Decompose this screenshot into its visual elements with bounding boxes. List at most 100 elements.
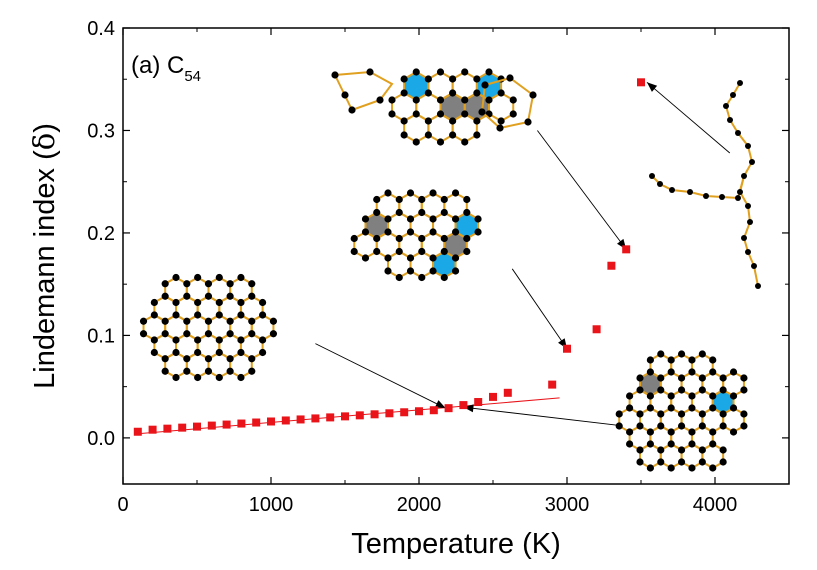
carbon-atom [361, 215, 370, 223]
molecule-defect-right [615, 350, 748, 472]
carbon-atom [418, 208, 426, 217]
carbon-atom [161, 355, 169, 363]
carbon-atom [172, 311, 180, 319]
carbon-atom [406, 189, 415, 197]
carbon-atom [361, 228, 370, 236]
carbon-atom [226, 280, 234, 288]
carbon-atom [626, 404, 634, 412]
carbon-atom [384, 228, 392, 236]
data-point [548, 380, 557, 389]
carbon-atom [418, 195, 426, 204]
carbon-atom [406, 215, 415, 223]
carbon-atom [215, 348, 223, 357]
panel-label: (a) C54 [131, 52, 201, 85]
carbon-atom [615, 410, 623, 418]
carbon-atom [259, 311, 267, 319]
carbon-atom [366, 68, 374, 76]
carbon-atom [451, 228, 460, 236]
molecule-snapshots [139, 68, 761, 472]
carbon-atom [709, 356, 717, 364]
carbon-atom [237, 348, 245, 357]
carbon-atom [226, 317, 234, 325]
carbon-atom [424, 89, 432, 97]
data-point [622, 245, 631, 254]
carbon-atom [473, 75, 481, 83]
carbon-atom [412, 96, 420, 104]
carbon-atom [474, 215, 482, 223]
carbon-atom [161, 280, 169, 288]
carbon-atom [461, 110, 469, 118]
carbon-atom [749, 159, 755, 165]
carbon-atom [259, 336, 267, 344]
carbon-atom [709, 404, 717, 412]
carbon-atom [657, 410, 665, 418]
carbon-atom [646, 428, 654, 436]
annotation-arrowhead [463, 404, 474, 413]
data-point [193, 422, 201, 431]
carbon-atom [677, 350, 686, 358]
carbon-atom [698, 422, 706, 430]
data-point [222, 420, 231, 429]
data-point [178, 423, 187, 432]
carbon-atom [226, 330, 234, 338]
carbon-atom [215, 336, 223, 344]
carbon-atom [667, 428, 675, 436]
carbon-atom [719, 446, 727, 454]
carbon-atom [150, 311, 158, 319]
carbon-atom [729, 428, 738, 436]
carbon-atom [677, 446, 686, 454]
carbon-atom [204, 280, 213, 288]
carbon-atom [667, 404, 675, 412]
carbon-atom [741, 173, 747, 179]
carbon-atom [215, 273, 223, 282]
bond-ring [722, 406, 745, 434]
carbon-atom [373, 247, 381, 256]
carbon-atom [384, 254, 392, 262]
carbon-atom [729, 368, 738, 376]
panel-label-subscript: 54 [184, 68, 201, 85]
carbon-atom [709, 464, 717, 472]
carbon-atom [737, 189, 743, 195]
carbon-atom [172, 298, 180, 307]
bond-ring [451, 112, 478, 144]
carbon-atom [473, 89, 481, 97]
x-tick-label: 0 [117, 494, 128, 516]
y-tick-label: 0.0 [87, 428, 115, 450]
carbon-atom [688, 368, 696, 376]
carbon-atom [429, 254, 437, 262]
data-point [563, 344, 571, 353]
annotation-arrowhead [434, 400, 446, 409]
carbon-atom [709, 440, 717, 448]
carbon-atom [463, 234, 471, 243]
carbon-atom [440, 195, 448, 204]
data-point [474, 398, 483, 407]
carbon-atom [412, 68, 420, 76]
carbon-atom [215, 298, 223, 307]
carbon-atom [751, 263, 757, 269]
carbon-atom [350, 234, 358, 243]
blue-ring [476, 72, 502, 100]
carbon-atom [388, 110, 396, 118]
carbon-atom [269, 330, 278, 338]
carbon-atom [646, 356, 654, 364]
carbon-atom [451, 215, 460, 223]
carbon-atom [747, 219, 753, 225]
carbon-atom [688, 356, 696, 364]
carbon-atom [723, 103, 729, 109]
bond-ring [701, 442, 725, 470]
carbon-atom [449, 75, 457, 83]
carbon-atom [215, 373, 223, 382]
carbon-atom [194, 298, 202, 307]
carbon-atom [150, 336, 158, 344]
carbon-atom [615, 422, 623, 430]
carbon-atom [436, 96, 445, 104]
carbon-atom [474, 228, 482, 236]
bond-ring [659, 442, 683, 470]
carbon-atom [449, 131, 457, 139]
data-point [267, 417, 275, 426]
data-point [637, 78, 645, 87]
carbon-atom [194, 336, 202, 344]
data-point [444, 404, 453, 413]
carbon-atom [461, 96, 469, 104]
bond-ring [680, 442, 704, 470]
